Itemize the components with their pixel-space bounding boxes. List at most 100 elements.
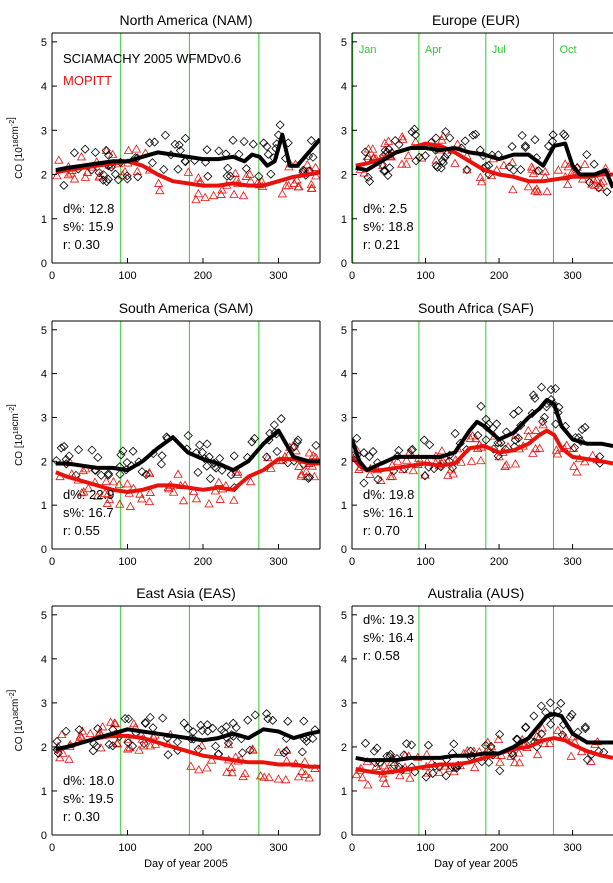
x-tick-label: 200 — [194, 842, 212, 854]
panel-4: East Asia (EAS) 0 1 2 3 4 5 0 100 200 300 CO [1018c… — [6, 585, 321, 870]
y-tick-label: 4 — [41, 654, 47, 666]
stat-d: d%: 19.3 — [363, 612, 414, 627]
stat-r: r: 0.30 — [63, 237, 100, 252]
x-tick-label: 200 — [194, 270, 212, 282]
mopitt-point — [534, 443, 545, 452]
mopitt-point — [405, 447, 415, 456]
sciamachy-point — [473, 430, 483, 440]
sciamachy-point — [104, 150, 114, 160]
sciamachy-point — [156, 459, 166, 469]
sciamachy-point — [384, 144, 394, 154]
y-tick-label: 1 — [341, 214, 347, 226]
mopitt-point — [476, 455, 486, 465]
x-tick-label: 100 — [416, 842, 434, 854]
mopitt-point — [229, 495, 239, 504]
sciamachy-point — [536, 701, 546, 711]
mopitt-point — [580, 159, 590, 168]
x-tick-label: 200 — [490, 842, 508, 854]
sciamachy-point — [88, 746, 98, 756]
stat-s: s%: 16.1 — [363, 505, 414, 520]
mopitt-point — [168, 487, 179, 496]
sciamachy-point — [133, 172, 143, 182]
mopitt-point — [540, 166, 550, 176]
mopitt-point — [401, 159, 412, 168]
mopitt-point — [204, 499, 214, 508]
x-tick-label: 0 — [49, 842, 55, 854]
sciamachy-point — [148, 723, 158, 733]
sciamachy-point — [602, 187, 612, 197]
sciamachy-point — [533, 166, 544, 176]
mopitt-point — [54, 155, 64, 164]
mopitt-point — [77, 488, 87, 497]
sciamachy-line — [355, 141, 613, 189]
sciamachy-point — [372, 743, 382, 753]
sciamachy-point — [266, 169, 276, 179]
y-tick-label: 0 — [341, 544, 347, 556]
mopitt-point — [264, 772, 274, 781]
sciamachy-point — [492, 419, 502, 429]
sciamachy-point — [250, 710, 260, 720]
sciamachy-point — [556, 698, 566, 708]
sciamachy-point — [223, 163, 233, 173]
sciamachy-point — [536, 729, 547, 739]
y-tick-label: 4 — [41, 81, 47, 93]
sciamachy-point — [507, 142, 517, 152]
sciamachy-point — [406, 740, 417, 750]
mopitt-point — [420, 470, 430, 479]
sciamachy-line — [55, 132, 320, 173]
stat-s: s%: 16.4 — [363, 630, 414, 645]
y-label-part: cm — [10, 413, 21, 426]
sciamachy-point — [80, 144, 90, 154]
mopitt-point — [132, 166, 142, 176]
sciamachy-point — [59, 180, 69, 191]
stat-s: s%: 18.8 — [363, 219, 414, 234]
sciamachy-point — [104, 739, 114, 750]
sciamachy-point — [508, 750, 518, 760]
legend-sciamachy: SCIAMACHY 2005 WFMDv0.6 — [63, 51, 241, 66]
x-tick-label: 0 — [349, 556, 355, 568]
sciamachy-point — [352, 433, 362, 443]
x-tick-label: 0 — [49, 270, 55, 282]
sciamachy-point — [229, 451, 239, 461]
sciamachy-point — [140, 718, 151, 728]
sciamachy-point — [389, 760, 399, 770]
plot-area — [352, 698, 613, 789]
y-tick-label: 4 — [41, 369, 47, 381]
y-tick-label: 3 — [41, 125, 47, 137]
plot-area — [52, 120, 320, 204]
x-tick-label: 100 — [118, 556, 136, 568]
y-label-part: cm — [10, 126, 21, 139]
mopitt-point — [52, 171, 62, 180]
sciamachy-point — [56, 443, 66, 453]
mopitt-point — [191, 194, 201, 204]
sciamachy-point — [440, 152, 450, 162]
panel-title: Europe (EUR) — [432, 12, 520, 28]
y-tick-label: 1 — [341, 500, 347, 512]
sciamachy-point — [421, 772, 431, 782]
x-tick-label: 300 — [563, 270, 581, 282]
mopitt-point — [542, 186, 552, 196]
mopitt-point — [173, 469, 183, 478]
sciamachy-point — [390, 136, 400, 146]
y-tick-label: 3 — [341, 412, 347, 424]
plot-area — [52, 414, 320, 510]
mopitt-point — [145, 741, 156, 750]
x-tick-label: 200 — [194, 556, 212, 568]
mopitt-point — [590, 180, 600, 189]
mopitt-point — [357, 772, 368, 782]
sciamachy-point — [520, 142, 531, 152]
mopitt-point — [92, 491, 103, 500]
mopitt-point — [531, 425, 541, 434]
mopitt-point — [245, 476, 256, 486]
sciamachy-point — [268, 715, 278, 725]
y-label-part: 18 — [13, 712, 20, 720]
sciamachy-point — [431, 133, 441, 143]
mopitt-line — [355, 141, 613, 184]
sciamachy-point — [560, 131, 570, 141]
y-tick-label: 2 — [341, 456, 347, 468]
mopitt-point — [183, 167, 194, 176]
legend-mopitt: MOPITT — [63, 73, 112, 88]
mopitt-point — [294, 461, 304, 470]
mopitt-point — [551, 445, 562, 454]
panel-title: South Africa (SAF) — [418, 300, 534, 316]
